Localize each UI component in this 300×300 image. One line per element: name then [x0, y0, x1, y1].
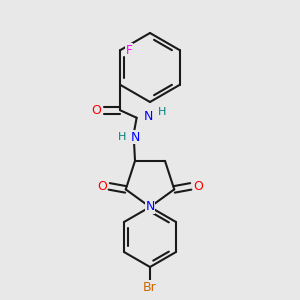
Text: F: F [126, 44, 132, 57]
Text: H: H [158, 107, 166, 117]
Text: N: N [144, 110, 153, 123]
Text: N: N [130, 131, 140, 144]
Text: Br: Br [143, 280, 157, 294]
Text: N: N [145, 200, 155, 214]
Text: O: O [97, 180, 107, 193]
Text: O: O [193, 180, 203, 193]
Text: O: O [91, 104, 101, 117]
Text: H: H [117, 132, 126, 142]
